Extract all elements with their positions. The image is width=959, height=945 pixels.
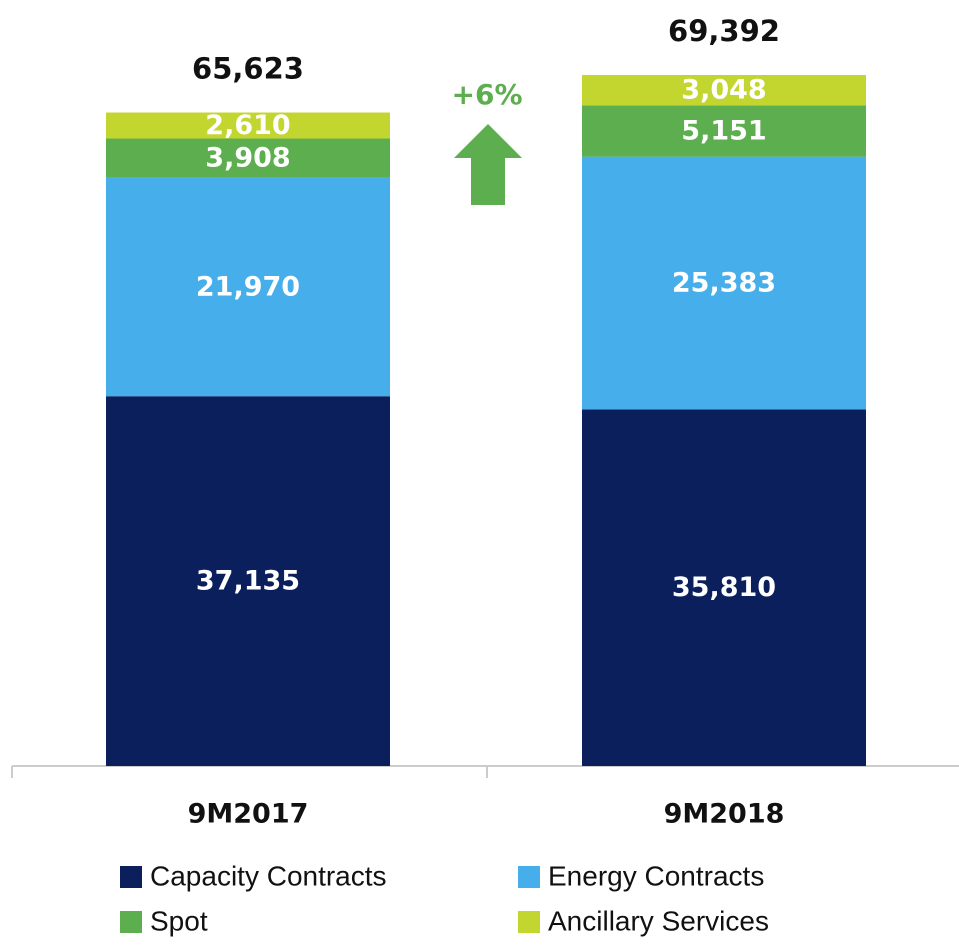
legend-swatch <box>120 866 142 888</box>
legend-swatch <box>518 866 540 888</box>
value-label: 21,970 <box>196 271 300 302</box>
legend-label: Capacity Contracts <box>150 860 387 891</box>
increase-arrow <box>454 124 522 205</box>
value-label: 25,383 <box>672 268 776 299</box>
value-label: 3,908 <box>205 142 290 173</box>
bar-segment <box>106 112 390 139</box>
legend-swatch <box>518 911 540 933</box>
bar-segment <box>582 156 866 410</box>
legend-label: Energy Contracts <box>548 860 764 891</box>
legend-label: Spot <box>150 905 208 936</box>
value-label: 2,610 <box>205 110 290 141</box>
bar-segment <box>106 177 390 397</box>
x-tick-label: 9M2017 <box>188 799 309 830</box>
value-label: 3,048 <box>681 75 766 106</box>
legend-swatch <box>120 911 142 933</box>
value-label: 35,810 <box>672 572 776 603</box>
annotation: +6% <box>452 78 523 111</box>
bar-segment <box>106 138 390 178</box>
total-label: 69,392 <box>668 14 780 48</box>
legend-label: Ancillary Services <box>548 905 769 936</box>
total-label: 65,623 <box>192 52 304 86</box>
x-tick-label: 9M2018 <box>664 799 785 830</box>
value-label: 5,151 <box>681 115 766 146</box>
bar-segment <box>106 396 390 766</box>
bar-segment <box>582 409 866 766</box>
bar-segment <box>582 105 866 157</box>
bar-segment <box>582 75 866 106</box>
value-label: 37,135 <box>196 566 300 597</box>
